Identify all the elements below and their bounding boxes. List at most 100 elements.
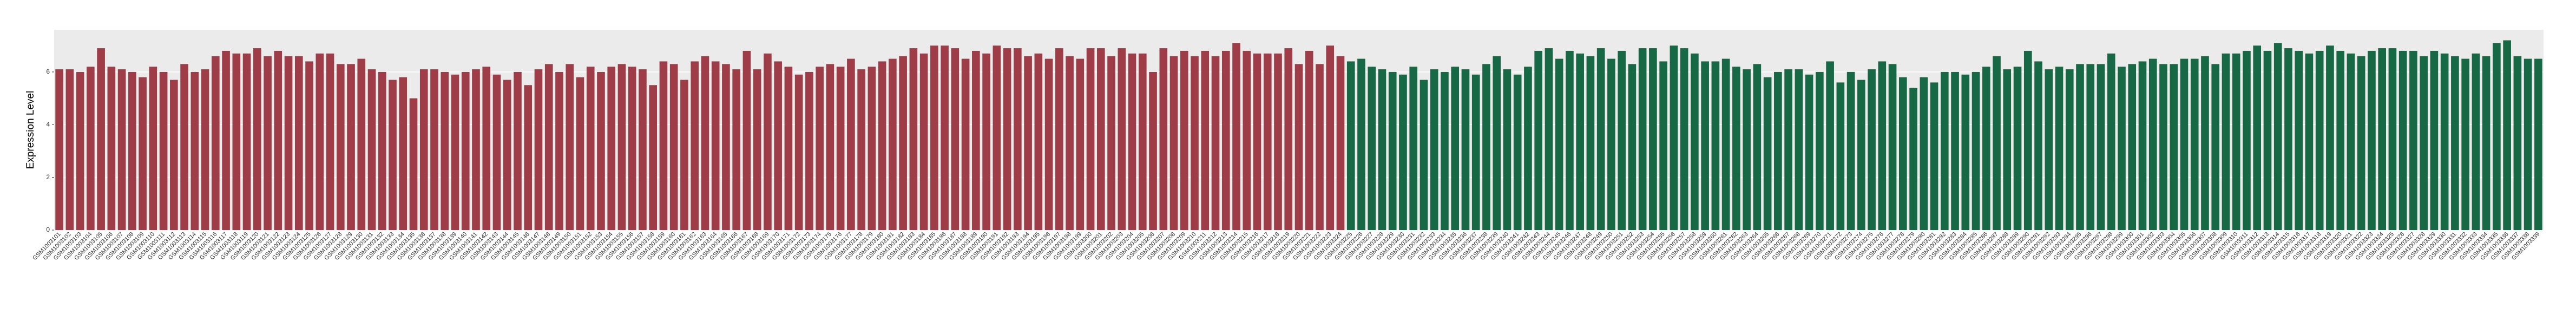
- bar: [2315, 50, 2324, 231]
- bar: [1451, 67, 1460, 230]
- bar: [1211, 56, 1220, 231]
- bar: [1159, 48, 1168, 230]
- bar: [87, 67, 95, 230]
- bar: [1128, 53, 1136, 230]
- bar: [628, 67, 636, 230]
- bar: [586, 67, 595, 230]
- bar: [2503, 40, 2511, 230]
- bar: [503, 80, 511, 230]
- bar: [389, 80, 397, 230]
- bar: [1753, 64, 1762, 230]
- bar: [2034, 61, 2042, 230]
- bar: [742, 50, 751, 231]
- bar: [2284, 48, 2292, 230]
- bar: [1784, 69, 1792, 231]
- bar: [253, 48, 261, 230]
- bar: [2368, 50, 2376, 231]
- bar: [753, 69, 761, 231]
- bar: [857, 69, 865, 231]
- bar: [1253, 53, 1261, 230]
- bar: [232, 53, 241, 230]
- bar: [2263, 50, 2272, 231]
- bar: [1586, 56, 1595, 231]
- bar: [1795, 69, 1803, 231]
- bar: [2076, 64, 2084, 230]
- bar: [1618, 50, 1626, 231]
- bar: [1774, 71, 1782, 231]
- bar: [972, 50, 980, 231]
- bar: [534, 69, 543, 231]
- bar: [1326, 45, 1335, 231]
- bar: [982, 53, 990, 230]
- bar: [357, 58, 366, 230]
- bar: [993, 45, 1001, 231]
- bar: [1378, 69, 1386, 231]
- bar: [190, 71, 199, 231]
- bar: [1357, 58, 1365, 230]
- bar: [107, 67, 116, 230]
- bar: [764, 53, 772, 230]
- bar: [1118, 48, 1126, 230]
- bar: [909, 48, 918, 230]
- bar: [1659, 61, 1667, 230]
- bar: [1982, 67, 1990, 230]
- bar: [1107, 56, 1115, 231]
- bar: [2305, 53, 2314, 230]
- bar: [76, 71, 84, 231]
- bar: [347, 64, 355, 230]
- bar: [2232, 53, 2240, 230]
- bar: [1024, 56, 1032, 231]
- bar: [1940, 71, 1949, 231]
- bar: [711, 61, 720, 230]
- bar: [2398, 50, 2407, 231]
- bar: [2357, 56, 2365, 231]
- bar: [1420, 80, 1428, 230]
- bar: [55, 69, 63, 231]
- bar: [2440, 53, 2449, 230]
- bar: [1243, 50, 1251, 231]
- bar: [1899, 77, 1907, 230]
- bar: [2138, 61, 2147, 230]
- bar: [128, 71, 136, 231]
- bar: [461, 71, 470, 231]
- bar: [1086, 48, 1095, 230]
- bar: [2107, 53, 2115, 230]
- bar: [2472, 53, 2480, 230]
- bar: [2190, 58, 2199, 230]
- bar: [514, 71, 522, 231]
- bar: [378, 71, 386, 231]
- bar: [2388, 48, 2397, 230]
- bar: [1555, 58, 1563, 230]
- bar: [2451, 56, 2459, 231]
- bar: [607, 67, 616, 230]
- bar: [2128, 64, 2137, 230]
- bar: [1763, 77, 1772, 230]
- bar: [2222, 53, 2230, 230]
- bar: [805, 71, 813, 231]
- bar: [1826, 61, 1834, 230]
- bar: [2295, 50, 2303, 231]
- y-tick-label: 0: [46, 226, 50, 233]
- bar: [2420, 56, 2428, 231]
- bar: [2180, 58, 2189, 230]
- bar: [1920, 77, 1928, 230]
- bar: [597, 71, 605, 231]
- bar: [1232, 43, 1240, 230]
- bar: [1513, 74, 1522, 230]
- bar: [1628, 64, 1637, 230]
- bar: [472, 69, 480, 231]
- bar: [1805, 74, 1813, 230]
- bar: [2086, 64, 2095, 230]
- bar: [1951, 71, 1959, 231]
- bar: [2045, 69, 2053, 231]
- bar: [441, 71, 449, 231]
- bar: [566, 64, 574, 230]
- bar: [1836, 82, 1845, 231]
- bar: [1201, 50, 1210, 231]
- bar: [117, 69, 126, 231]
- bar: [847, 58, 855, 230]
- bar: [1399, 74, 1407, 230]
- bar: [1191, 56, 1199, 231]
- bar: [1055, 48, 1063, 230]
- bar: [170, 80, 178, 230]
